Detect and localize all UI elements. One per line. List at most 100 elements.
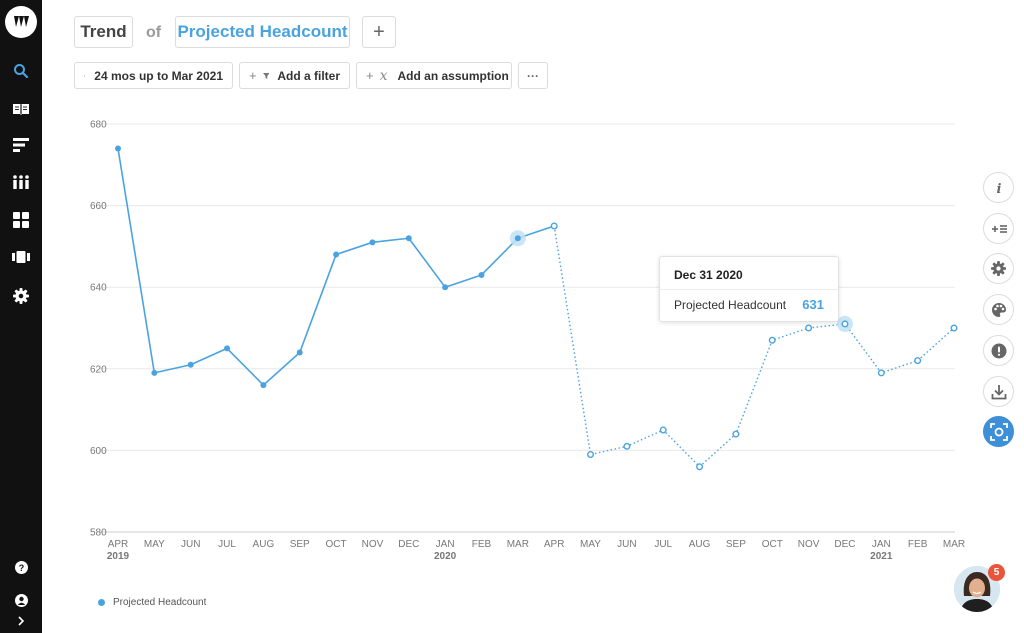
data-point-actual[interactable] <box>296 349 303 356</box>
metric-label: Projected Headcount <box>177 22 348 41</box>
add-filter-button[interactable]: + Add a filter <box>239 62 350 89</box>
more-options-button[interactable]: ··· <box>518 62 548 89</box>
sidebar-item-dashboards[interactable] <box>0 208 42 232</box>
query-of-label: of <box>146 24 162 41</box>
data-point-projected[interactable] <box>550 222 558 230</box>
x-tick-label: JAN <box>436 539 455 550</box>
tooltip-value: 631 <box>802 297 824 312</box>
data-point-actual[interactable] <box>369 239 376 246</box>
data-point-projected[interactable] <box>732 430 740 438</box>
download-button[interactable] <box>983 376 1014 407</box>
grid-icon <box>13 212 29 228</box>
chart-series-points <box>115 145 958 471</box>
brand-logo-icon[interactable] <box>5 6 37 38</box>
data-point-actual[interactable] <box>260 382 267 389</box>
tooltip-date: Dec 31 2020 <box>674 268 743 282</box>
data-point-projected[interactable] <box>950 324 958 332</box>
x-tick-label: FEB <box>908 539 928 550</box>
date-range-label: 24 mos up to Mar 2021 <box>94 68 223 83</box>
data-point-projected[interactable] <box>696 463 704 471</box>
chart-settings-button[interactable] <box>983 253 1014 284</box>
sidebar-item-storyboards[interactable] <box>0 245 42 269</box>
data-point-actual[interactable] <box>405 235 412 242</box>
book-icon <box>13 104 29 115</box>
palette-button[interactable] <box>983 294 1014 325</box>
x-tick-label: JUL <box>218 539 236 550</box>
data-point-actual[interactable] <box>115 145 121 152</box>
data-point-projected[interactable] <box>841 320 849 328</box>
add-metric-button[interactable]: + <box>362 16 396 48</box>
download-icon <box>991 384 1006 399</box>
sidebar-item-settings[interactable] <box>0 284 42 308</box>
data-point-projected[interactable] <box>659 426 667 434</box>
x-tick-label: MAY <box>580 539 601 550</box>
x-tick-label: MAR <box>507 539 529 550</box>
data-point-actual[interactable] <box>224 345 231 352</box>
query-type-button[interactable]: Trend <box>74 16 133 48</box>
svg-text:?: ? <box>18 563 24 573</box>
x-tick-label: JUN <box>181 539 200 550</box>
sidebar-item-reports[interactable] <box>0 133 42 157</box>
user-icon <box>14 593 28 607</box>
chat-notification-badge: 5 <box>988 564 1005 581</box>
tooltip-divider <box>660 289 838 290</box>
series-line-actual <box>117 148 555 386</box>
x-tick-label: APR <box>544 539 565 550</box>
data-point-actual[interactable] <box>514 235 521 242</box>
add-metric-label: + <box>373 20 385 43</box>
metric-selector-button[interactable]: Projected Headcount <box>175 16 350 48</box>
search-icon <box>14 64 29 79</box>
y-tick-label: 620 <box>90 364 107 375</box>
add-assumption-label: Add an assumption <box>397 68 509 83</box>
more-options-label: ··· <box>527 68 539 83</box>
people-grid-icon <box>13 175 29 189</box>
data-point-actual[interactable] <box>187 361 194 368</box>
data-point-projected[interactable] <box>914 357 922 365</box>
data-point-projected[interactable] <box>768 336 776 344</box>
alert-icon <box>991 343 1006 358</box>
sidebar-item-account[interactable] <box>0 588 42 612</box>
screenshot-button[interactable] <box>983 416 1014 447</box>
x-tick-label: DEC <box>834 539 855 550</box>
calendar-icon <box>84 74 86 77</box>
data-point-actual[interactable] <box>151 369 158 376</box>
data-point-actual[interactable] <box>442 284 449 291</box>
data-point-projected[interactable] <box>587 450 595 458</box>
chart-tooltip: Dec 31 2020 Projected Headcount 631 <box>659 256 839 322</box>
list-bars-icon <box>13 138 29 152</box>
data-point-projected[interactable] <box>623 442 631 450</box>
y-tick-label: 660 <box>90 201 107 212</box>
query-type-label: Trend <box>80 22 127 41</box>
plus-icon: + <box>366 68 374 83</box>
plus-icon: + <box>249 68 257 83</box>
alert-button[interactable] <box>983 335 1014 366</box>
x-tick-label: SEP <box>290 539 310 550</box>
chart-grid: 580 600 620 640 660 680 <box>90 120 955 539</box>
add-list-icon <box>991 224 1007 233</box>
y-tick-label: 600 <box>90 446 107 457</box>
info-button[interactable]: i <box>983 172 1014 203</box>
x-tick-label: AUG <box>253 539 275 550</box>
svg-text:i: i <box>996 182 1001 195</box>
date-range-button[interactable]: 24 mos up to Mar 2021 <box>74 62 233 89</box>
filter-icon <box>262 72 270 79</box>
left-sidebar: ? <box>0 0 42 633</box>
sidebar-item-help[interactable]: ? <box>0 555 42 579</box>
x-tick-label: OCT <box>762 539 783 550</box>
x-tick-label: FEB <box>472 539 492 550</box>
add-assumption-button[interactable]: + x Add an assumption <box>356 62 512 89</box>
data-point-projected[interactable] <box>805 324 813 332</box>
x-tick-label: NOV <box>798 539 820 550</box>
add-calculation-button[interactable] <box>983 213 1014 244</box>
sidebar-item-expand[interactable] <box>0 609 42 633</box>
sidebar-item-people[interactable] <box>0 170 42 194</box>
x-tick-label: NOV <box>362 539 384 550</box>
screenshot-icon <box>989 422 1008 441</box>
data-point-projected[interactable] <box>877 369 885 377</box>
x-tick-label: MAR <box>943 539 965 550</box>
sidebar-item-library[interactable] <box>0 97 42 121</box>
chart-legend[interactable]: Projected Headcount <box>98 597 206 608</box>
data-point-actual[interactable] <box>478 271 485 278</box>
data-point-actual[interactable] <box>333 251 340 258</box>
sidebar-item-search[interactable] <box>0 59 42 83</box>
